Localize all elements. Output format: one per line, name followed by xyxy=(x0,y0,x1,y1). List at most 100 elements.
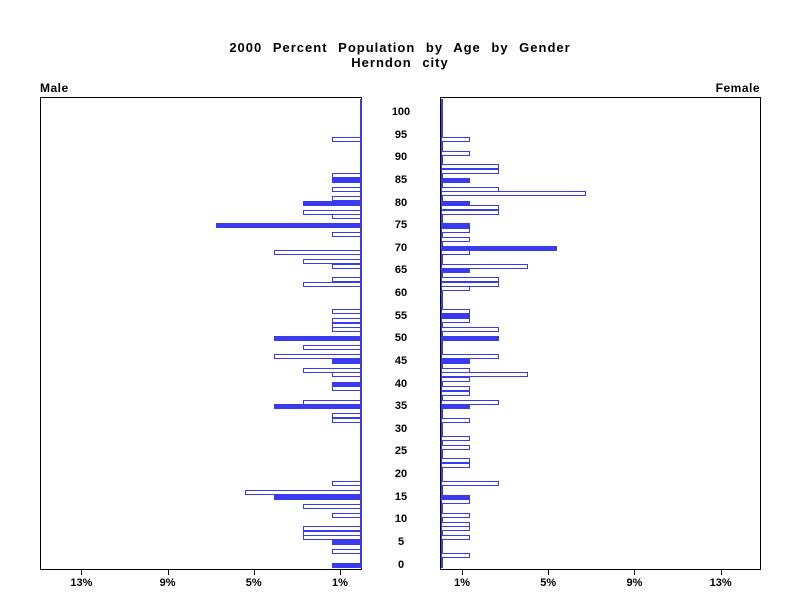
age-axis-tick-label: 60 xyxy=(394,287,408,299)
female-age-79-bar xyxy=(440,205,499,211)
female-age-74-bar xyxy=(440,227,470,233)
male-age-0-bar xyxy=(332,562,362,568)
female-age-80-bar xyxy=(440,200,470,206)
male-pct-tick-label: 13% xyxy=(70,577,93,589)
female-age-78-bar xyxy=(440,209,499,215)
female-age-23-bar xyxy=(440,458,470,464)
male-age-5-bar xyxy=(332,539,362,545)
age-axis-tick-label: 45 xyxy=(394,354,408,367)
male-age-66-bar xyxy=(332,263,362,269)
male-age-50-bar xyxy=(274,336,362,342)
male-age-18-bar xyxy=(332,481,362,487)
female-age-62-bar xyxy=(440,281,499,287)
age-axis-tick-label: 10 xyxy=(394,513,408,526)
female-plot-area xyxy=(440,97,761,570)
male-panel-label: Male xyxy=(40,81,69,95)
chart-title-line2: Herndon city xyxy=(351,55,449,70)
male-zero-baseline xyxy=(359,99,362,568)
male-age-77-bar xyxy=(332,214,362,220)
male-age-80-bar xyxy=(303,200,362,206)
female-age-38-bar xyxy=(440,390,470,396)
female-axis-tick xyxy=(720,570,722,575)
female-age-42-bar xyxy=(440,372,528,378)
age-axis-tick-label: 85 xyxy=(394,173,408,186)
female-pct-tick-label: 13% xyxy=(709,577,732,589)
female-axis-tick xyxy=(548,570,550,575)
age-axis-tick-label: 95 xyxy=(394,128,408,141)
female-age-83-bar xyxy=(440,186,499,192)
male-age-73-bar xyxy=(332,232,362,238)
male-age-42-bar xyxy=(332,372,362,378)
female-age-52-bar xyxy=(440,327,499,333)
chart-title-line1: 2000 Percent Population by Age by Gender xyxy=(229,40,571,55)
female-pct-tick-label: 1% xyxy=(454,577,470,589)
age-axis-tick-label: 15 xyxy=(394,490,408,503)
female-age-43-bar xyxy=(440,367,470,373)
female-panel-label: Female xyxy=(715,81,760,95)
female-age-55-bar xyxy=(440,313,470,319)
female-age-65-bar xyxy=(440,268,470,274)
female-age-54-bar xyxy=(440,318,470,324)
female-age-91-bar xyxy=(440,150,470,156)
female-age-50-bar xyxy=(440,336,499,342)
male-age-56-bar xyxy=(332,309,362,315)
female-age-32-bar xyxy=(440,417,470,423)
male-age-16-bar xyxy=(245,490,362,496)
female-age-8-bar xyxy=(440,526,470,532)
male-age-6-bar xyxy=(303,535,362,541)
male-axis-tick xyxy=(339,570,341,575)
male-age-3-bar xyxy=(332,548,362,554)
male-age-36-bar xyxy=(303,399,362,405)
female-age-26-bar xyxy=(440,444,470,450)
female-axis-tick xyxy=(462,570,464,575)
age-axis-tick-label: 80 xyxy=(394,196,408,209)
male-age-35-bar xyxy=(274,404,362,410)
female-age-69-bar xyxy=(440,250,470,256)
female-age-82-bar xyxy=(440,191,586,197)
male-axis-tick xyxy=(167,570,169,575)
female-age-45-bar xyxy=(440,358,470,364)
age-axis-tick-label: 70 xyxy=(394,241,408,254)
male-axis-tick xyxy=(253,570,255,575)
age-axis-tick-label: 35 xyxy=(394,400,408,413)
female-age-15-bar xyxy=(440,494,470,500)
male-age-86-bar xyxy=(332,173,362,179)
female-age-35-bar xyxy=(440,404,470,410)
age-axis-tick-label: 50 xyxy=(394,332,408,345)
male-age-32-bar xyxy=(332,417,362,423)
male-age-69-bar xyxy=(274,250,362,256)
age-axis-tick-label: 100 xyxy=(391,106,411,118)
female-age-11-bar xyxy=(440,512,470,518)
female-age-22-bar xyxy=(440,462,470,468)
male-pct-tick-label: 1% xyxy=(331,577,348,589)
female-age-61-bar xyxy=(440,286,470,292)
female-age-2-bar xyxy=(440,553,470,559)
male-age-46-bar xyxy=(274,354,362,360)
chart-title: 2000 Percent Population by Age by Gender… xyxy=(0,40,800,70)
female-age-85-bar xyxy=(440,177,470,183)
male-age-33-bar xyxy=(332,413,362,419)
male-age-85-bar xyxy=(332,177,362,183)
female-age-63-bar xyxy=(440,277,499,283)
male-age-81-bar xyxy=(332,195,362,201)
female-age-9-bar xyxy=(440,521,470,527)
female-age-72-bar xyxy=(440,236,470,242)
female-age-39-bar xyxy=(440,386,470,392)
male-age-39-bar xyxy=(332,386,362,392)
age-axis-tick-label: 25 xyxy=(394,445,408,458)
female-age-70-bar xyxy=(440,245,557,251)
female-age-75-bar xyxy=(440,223,470,229)
female-age-6-bar xyxy=(440,535,470,541)
female-pct-tick-label: 5% xyxy=(540,577,557,589)
male-age-67-bar xyxy=(303,259,362,265)
female-age-14-bar xyxy=(440,499,470,505)
age-axis-tick-label: 0 xyxy=(397,558,405,571)
female-pct-tick-label: 9% xyxy=(626,577,643,589)
age-axis-tick-label: 40 xyxy=(394,377,408,390)
female-age-28-bar xyxy=(440,435,470,441)
male-age-48-bar xyxy=(303,345,362,351)
female-age-94-bar xyxy=(440,137,470,143)
male-age-62-bar xyxy=(303,281,362,287)
male-age-54-bar xyxy=(332,318,362,324)
